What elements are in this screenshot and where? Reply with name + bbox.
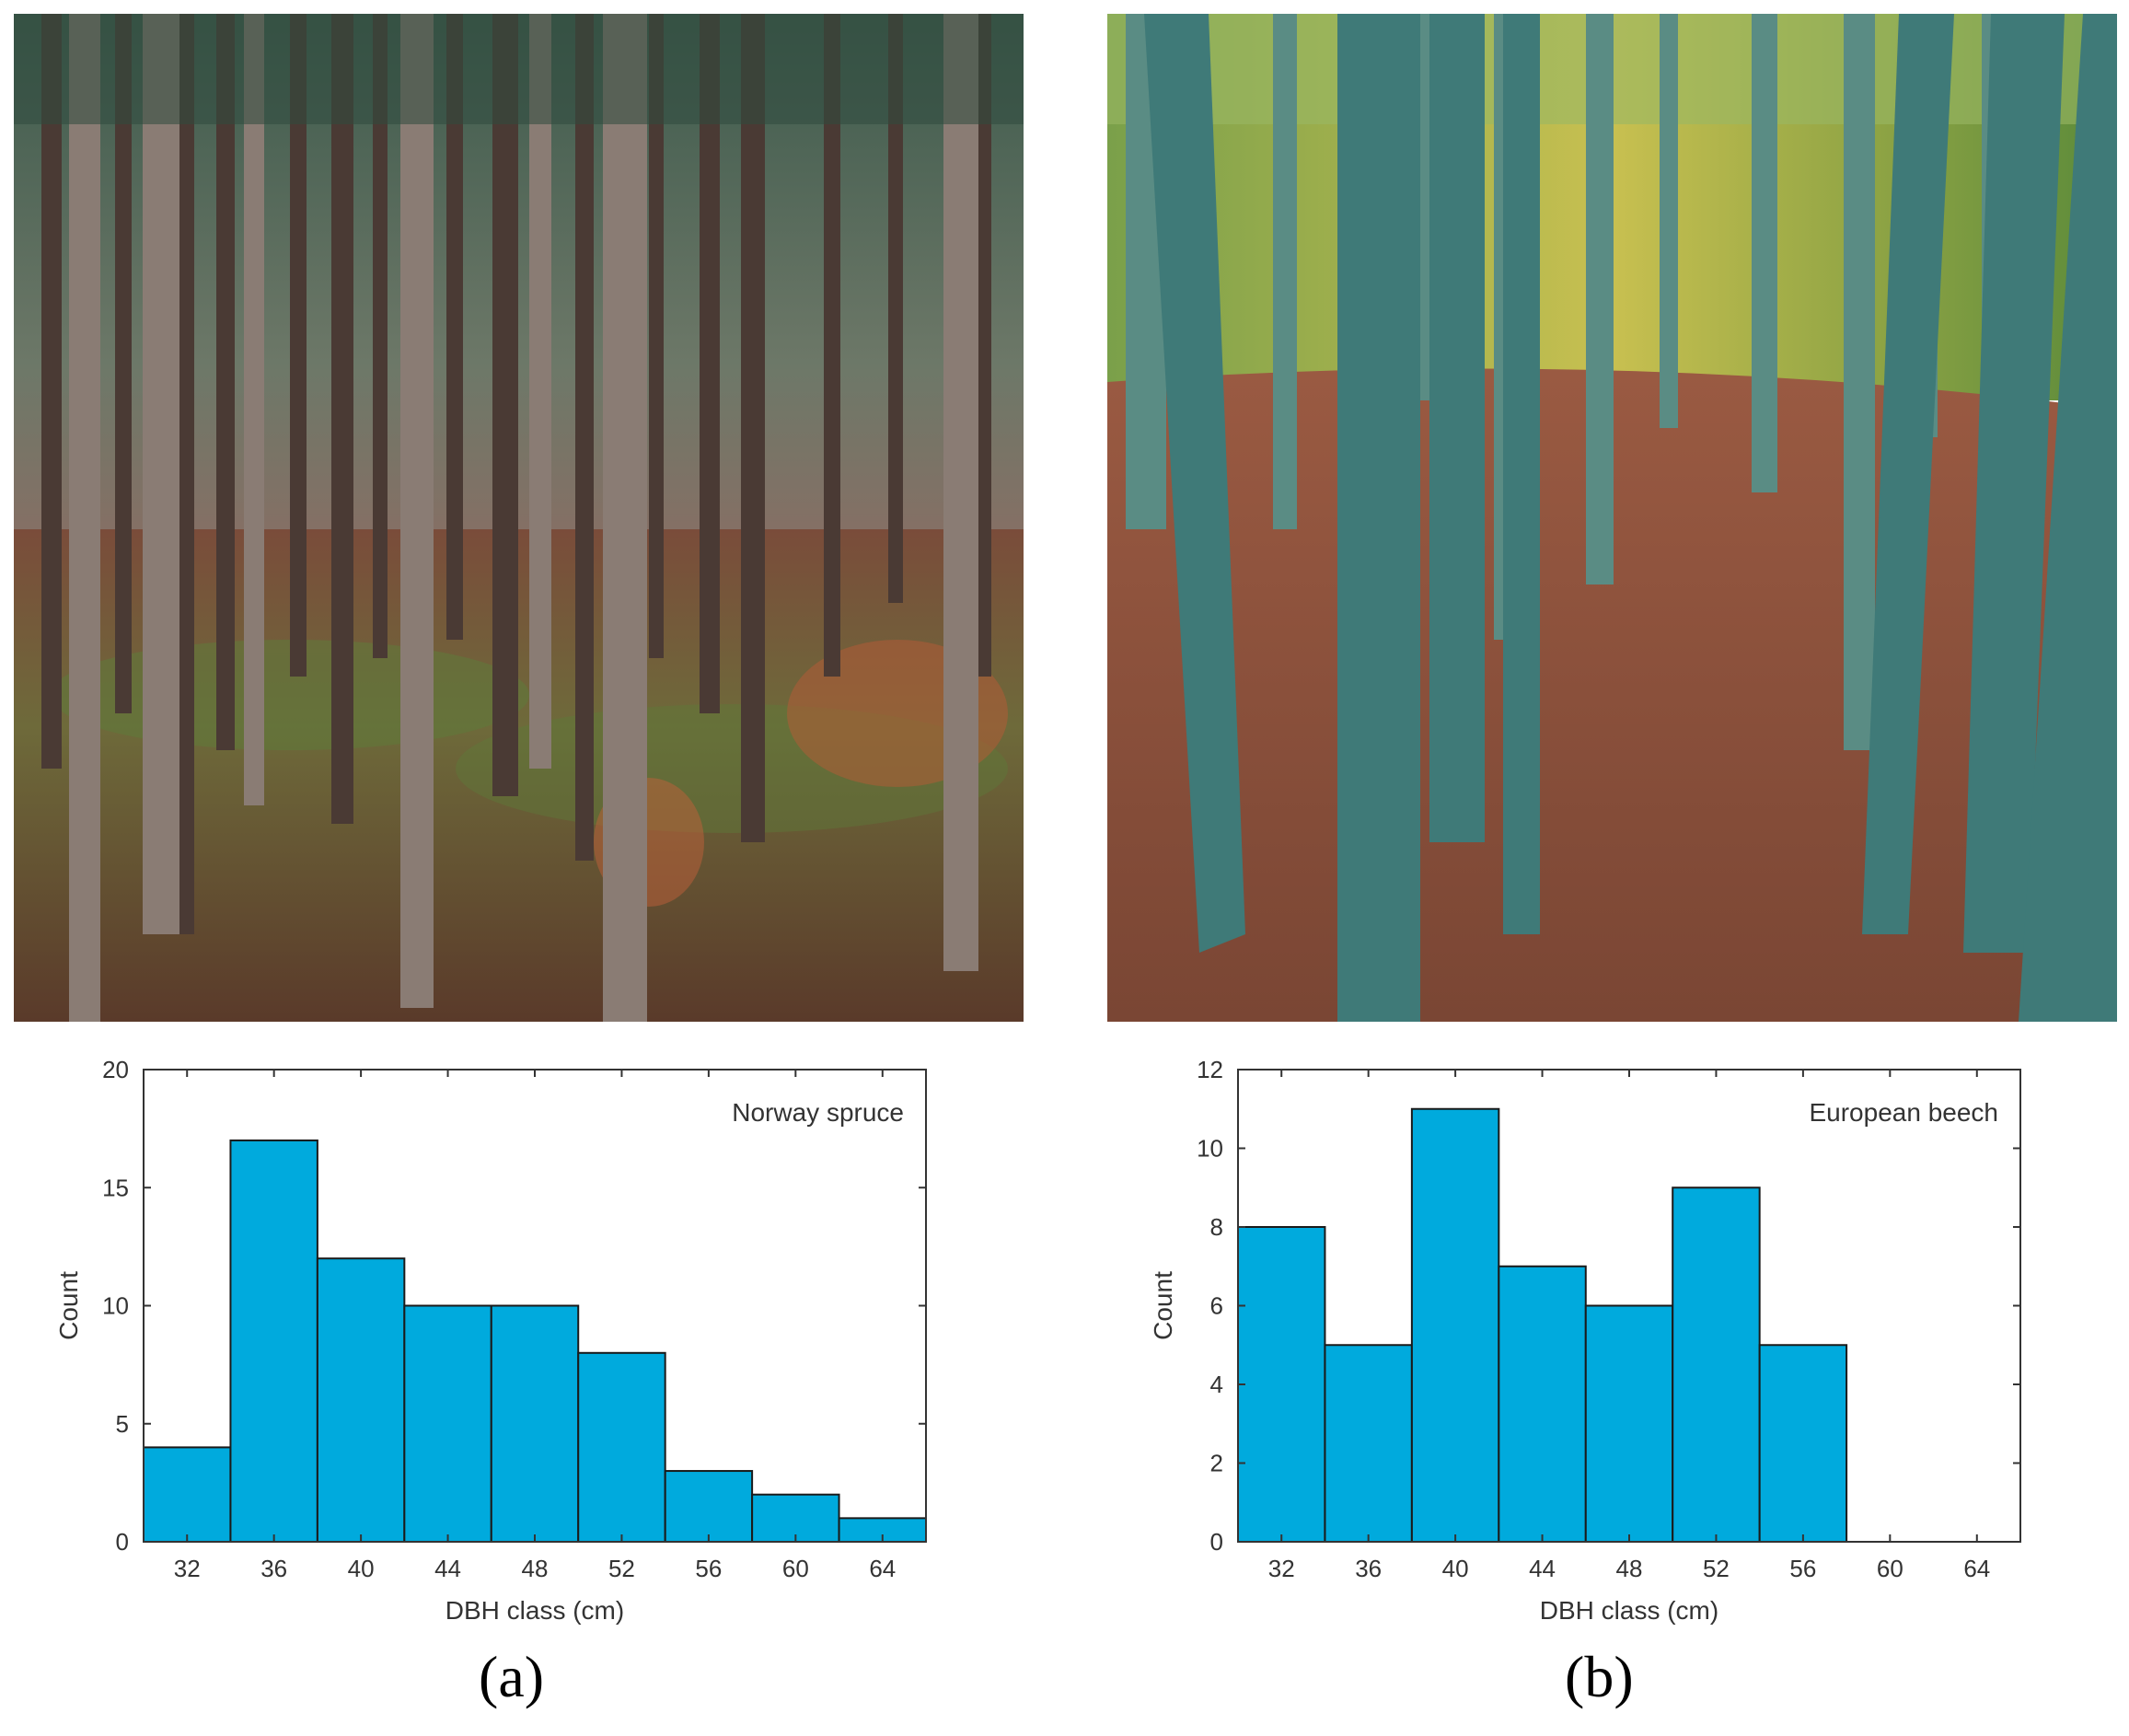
chart-european-beech: 32 36 40 44 48 52 56 60 64 0 2 4 6 8 10 12 European bee… — [1149, 1056, 2021, 1625]
axis-ticks: 32 36 40 44 48 52 56 60 64 0 5 10 15 20 — [102, 1056, 926, 1582]
y-tick-label: 6 — [1210, 1292, 1223, 1320]
histogram-bar — [1324, 1344, 1413, 1543]
x-tick-label: 60 — [1877, 1555, 1903, 1582]
x-axis-label: DBH class (cm) — [1540, 1596, 1718, 1625]
histogram-bar — [316, 1257, 406, 1543]
y-tick-label: 20 — [102, 1056, 129, 1083]
y-tick-label: 0 — [1210, 1528, 1223, 1556]
histogram-bar — [1672, 1186, 1761, 1543]
x-tick-label: 56 — [695, 1555, 722, 1582]
histogram-bar — [403, 1304, 492, 1543]
chart-norway-spruce: 32 36 40 44 48 52 56 60 64 0 5 10 15 20 Norway spruce… — [54, 1056, 927, 1625]
axis-ticks: 32 36 40 44 48 52 56 60 64 0 2 4 6 8 10 12 — [1197, 1056, 2020, 1582]
histogram-bar — [664, 1470, 754, 1544]
y-tick-label: 10 — [102, 1292, 129, 1320]
x-tick-label: 48 — [1616, 1555, 1643, 1582]
x-tick-label: 52 — [1703, 1555, 1730, 1582]
beech-forest-photo — [1107, 14, 2117, 1022]
chart-annotation: Norway spruce — [732, 1098, 904, 1127]
spruce-forest-photo — [14, 14, 1024, 1022]
panel-label-b: (b) — [1565, 1644, 1634, 1709]
x-tick-label: 40 — [1442, 1555, 1469, 1582]
y-tick-label: 5 — [116, 1410, 129, 1438]
y-tick-label: 12 — [1197, 1056, 1223, 1083]
histogram-bar — [229, 1139, 318, 1543]
x-tick-label: 48 — [522, 1555, 549, 1582]
histogram-bar — [1498, 1265, 1587, 1543]
x-tick-label: 32 — [174, 1555, 201, 1582]
x-tick-label: 60 — [782, 1555, 809, 1582]
histogram-bar — [577, 1351, 666, 1544]
y-axis-label: Count — [54, 1271, 83, 1340]
bars — [1237, 1107, 1848, 1543]
bars — [143, 1139, 927, 1544]
histogram-bar — [751, 1493, 840, 1543]
y-tick-label: 0 — [116, 1528, 129, 1556]
y-tick-label: 4 — [1210, 1371, 1223, 1398]
x-tick-label: 32 — [1268, 1555, 1295, 1582]
panel-label-a: (a) — [479, 1644, 545, 1709]
x-tick-label: 44 — [434, 1555, 461, 1582]
y-axis-label: Count — [1149, 1271, 1177, 1340]
chart-annotation: European beech — [1809, 1098, 1998, 1127]
x-tick-label: 40 — [348, 1555, 375, 1582]
y-tick-label: 10 — [1197, 1135, 1223, 1163]
histogram-bar — [1237, 1226, 1326, 1543]
y-tick-label: 2 — [1210, 1450, 1223, 1477]
histogram-bar — [1584, 1304, 1674, 1543]
y-tick-label: 15 — [102, 1174, 129, 1201]
x-tick-label: 36 — [260, 1555, 287, 1582]
histogram-bar — [143, 1446, 232, 1544]
x-tick-label: 56 — [1789, 1555, 1816, 1582]
x-tick-label: 36 — [1355, 1555, 1382, 1582]
x-axis-label: DBH class (cm) — [445, 1596, 624, 1625]
histogram-bar — [490, 1304, 580, 1543]
histogram-bar — [1410, 1107, 1500, 1543]
x-tick-label: 52 — [608, 1555, 635, 1582]
histogram-bar — [1758, 1344, 1848, 1543]
y-tick-label: 8 — [1210, 1213, 1223, 1241]
x-tick-label: 44 — [1529, 1555, 1556, 1582]
x-tick-label: 64 — [869, 1555, 896, 1582]
x-tick-label: 64 — [1963, 1555, 1990, 1582]
